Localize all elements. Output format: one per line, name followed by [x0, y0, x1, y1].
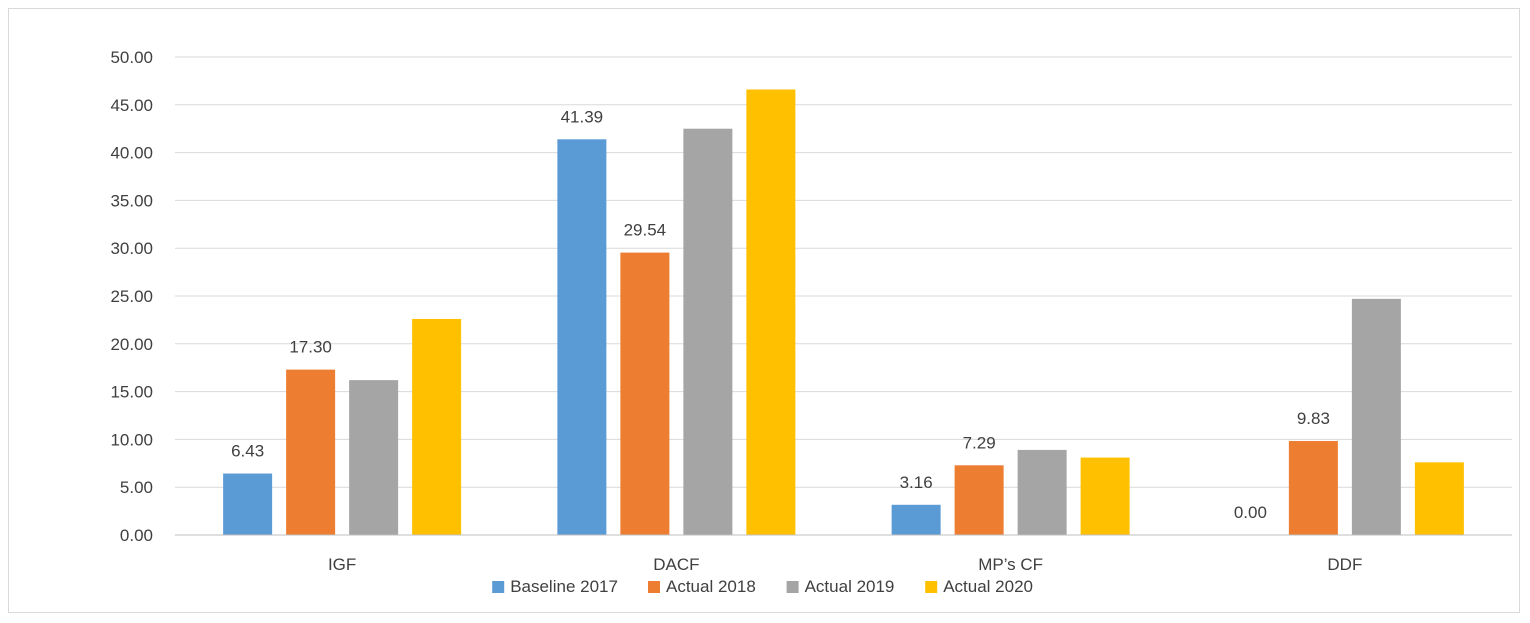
y-tick-label: 25.00	[110, 287, 153, 306]
data-label: 41.39	[561, 107, 604, 126]
y-tick-label: 20.00	[110, 335, 153, 354]
bar	[746, 89, 796, 535]
y-tick-label: 15.00	[110, 383, 153, 402]
legend-swatch	[492, 581, 505, 593]
x-tick-label: MP’s CF	[978, 555, 1043, 574]
bar	[1351, 298, 1401, 535]
legend-swatch	[648, 581, 660, 593]
x-tick-label: DDF	[1327, 555, 1362, 574]
bar	[557, 139, 607, 536]
bar	[620, 252, 670, 535]
legend: Baseline 2017 Actual 2018 Actual 2019 Actua…	[492, 577, 1033, 596]
legend-label: Baseline 2017	[510, 577, 618, 596]
legend-swatch	[786, 581, 799, 593]
data-label: 29.54	[624, 221, 667, 240]
y-tick-label: 0.00	[120, 526, 153, 545]
x-tick-label: DACF	[653, 555, 699, 574]
bar	[286, 369, 336, 535]
bar	[349, 380, 399, 535]
data-label: 3.16	[900, 473, 933, 492]
data-label: 9.83	[1297, 409, 1330, 428]
axes: 0.00 5.00 10.00 15.00 20.00 25.00 30.00 35.00 40…	[110, 48, 1512, 574]
bar	[683, 128, 733, 535]
legend-label: Actual 2018	[666, 577, 756, 596]
legend-swatch	[925, 581, 938, 593]
bar	[1288, 441, 1338, 535]
bars	[223, 89, 1464, 536]
y-tick-label: 10.00	[110, 430, 153, 449]
bar	[1414, 462, 1464, 535]
bar	[1080, 457, 1130, 535]
y-tick-label: 45.00	[110, 96, 153, 115]
bar	[412, 318, 462, 535]
data-label: 6.43	[231, 442, 264, 461]
x-tick-label: IGF	[328, 555, 356, 574]
y-tick-label: 5.00	[120, 478, 153, 497]
legend-label: Actual 2020	[943, 577, 1033, 596]
bar	[1017, 449, 1067, 535]
y-tick-label: 50.00	[110, 48, 153, 67]
data-label: 0.00	[1234, 503, 1267, 522]
data-label: 17.30	[289, 338, 332, 357]
y-tick-label: 40.00	[110, 144, 153, 163]
bar	[223, 473, 273, 535]
bar	[891, 504, 941, 535]
legend-label: Actual 2019	[805, 577, 895, 596]
y-tick-label: 35.00	[110, 191, 153, 210]
y-tick-label: 30.00	[110, 239, 153, 258]
data-labels: 6.43 17.30 41.39 29.54 3.16 7.29 0.00 9.83	[231, 107, 1330, 522]
data-label: 7.29	[963, 433, 996, 452]
bar	[954, 465, 1004, 535]
